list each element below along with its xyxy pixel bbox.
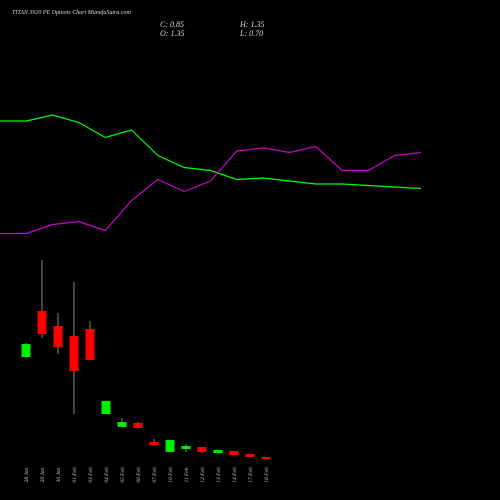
candle-body (149, 442, 159, 445)
candle-body (133, 423, 143, 428)
candle-body (53, 326, 63, 347)
x-tick-label: 30 Jan (56, 467, 62, 483)
candle-body (229, 451, 239, 455)
x-tick-label: 01 Feb (72, 467, 78, 483)
low-label: L: 0.70 (239, 29, 263, 38)
candle-body (165, 440, 175, 452)
candle-body (101, 401, 111, 414)
close-label: C: 0.85 (160, 20, 184, 29)
candle-body (245, 454, 255, 457)
candle-body (21, 344, 31, 357)
candle-body (261, 457, 271, 459)
candle-body (117, 422, 127, 427)
candle-body (85, 329, 95, 360)
x-tick-label: 06 Feb (136, 467, 142, 483)
x-tick-label: 05 Feb (120, 467, 126, 483)
x-tick-label: 11 Feb (184, 467, 190, 482)
candle-body (37, 311, 47, 334)
candle-body (197, 447, 207, 452)
x-tick-label: 04 Feb (103, 467, 110, 483)
x-tick-label: 17 Feb (248, 467, 254, 483)
x-tick-label: 18 Feb (264, 467, 270, 483)
candle-body (69, 336, 79, 371)
x-tick-label: 29 Jan (40, 467, 46, 482)
x-tick-label: 14 Feb (231, 467, 238, 483)
x-tick-label: 28 Jan (24, 467, 30, 482)
candle-body (213, 450, 223, 453)
chart-title: TITAN 3920 PE Options Chart MunafaSutra.… (12, 9, 132, 16)
x-tick-label: 10 Feb (168, 467, 174, 483)
x-tick-label: 07 Feb (152, 467, 158, 483)
x-tick-label: 12 Feb (200, 467, 206, 483)
indicator-line (0, 114, 422, 190)
x-tick-label: 13 Feb (216, 467, 222, 483)
open-label: O: 1.35 (160, 29, 184, 38)
high-label: H: 1.35 (239, 20, 264, 29)
x-tick-label: 03 Feb (88, 467, 94, 483)
indicator-line (0, 145, 422, 235)
candle-body (181, 446, 191, 449)
